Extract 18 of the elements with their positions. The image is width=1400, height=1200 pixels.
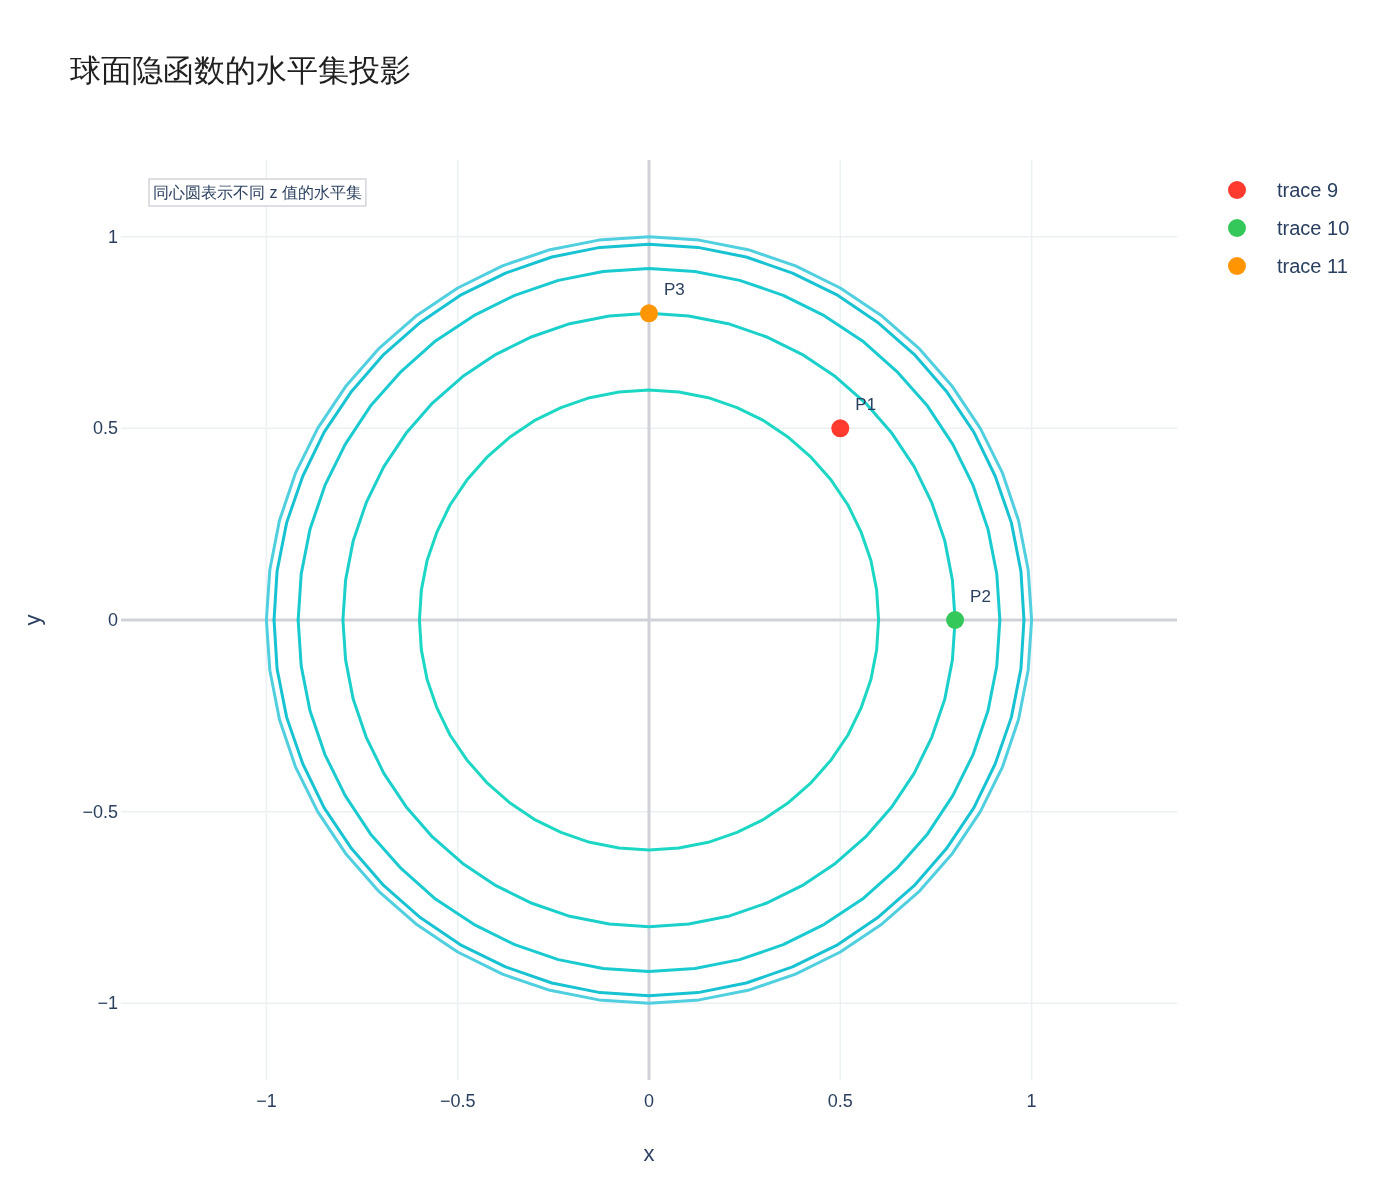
x-tick-label: −0.5 xyxy=(439,1091,476,1111)
x-tick-label: 0 xyxy=(644,1091,654,1111)
x-tick-label: 0.5 xyxy=(827,1091,853,1111)
y-tick-label: −1 xyxy=(97,993,118,1014)
annotation: 同心圆表示不同 z 值的水平集 xyxy=(153,184,362,201)
x-tick-label: 1 xyxy=(1026,1091,1037,1111)
y-tick-label: −0.5 xyxy=(82,801,118,822)
x-axis-title: x xyxy=(643,1141,655,1166)
legend-label: trace 11 xyxy=(1277,255,1348,277)
y-tick-label: 0 xyxy=(108,610,118,630)
x-tick-label: −1 xyxy=(256,1091,277,1111)
title: 球面隐函数的水平集投影 xyxy=(70,53,411,88)
y-axis-title: y xyxy=(20,614,45,626)
legend-label: trace 10 xyxy=(1277,217,1350,239)
annotation: 同心圆表示不同 z 值的水平集 xyxy=(148,178,367,207)
y-tick-label: 1 xyxy=(108,226,118,247)
y-tick-label: 0.5 xyxy=(92,418,118,439)
legend-label: trace 9 xyxy=(1277,179,1339,201)
